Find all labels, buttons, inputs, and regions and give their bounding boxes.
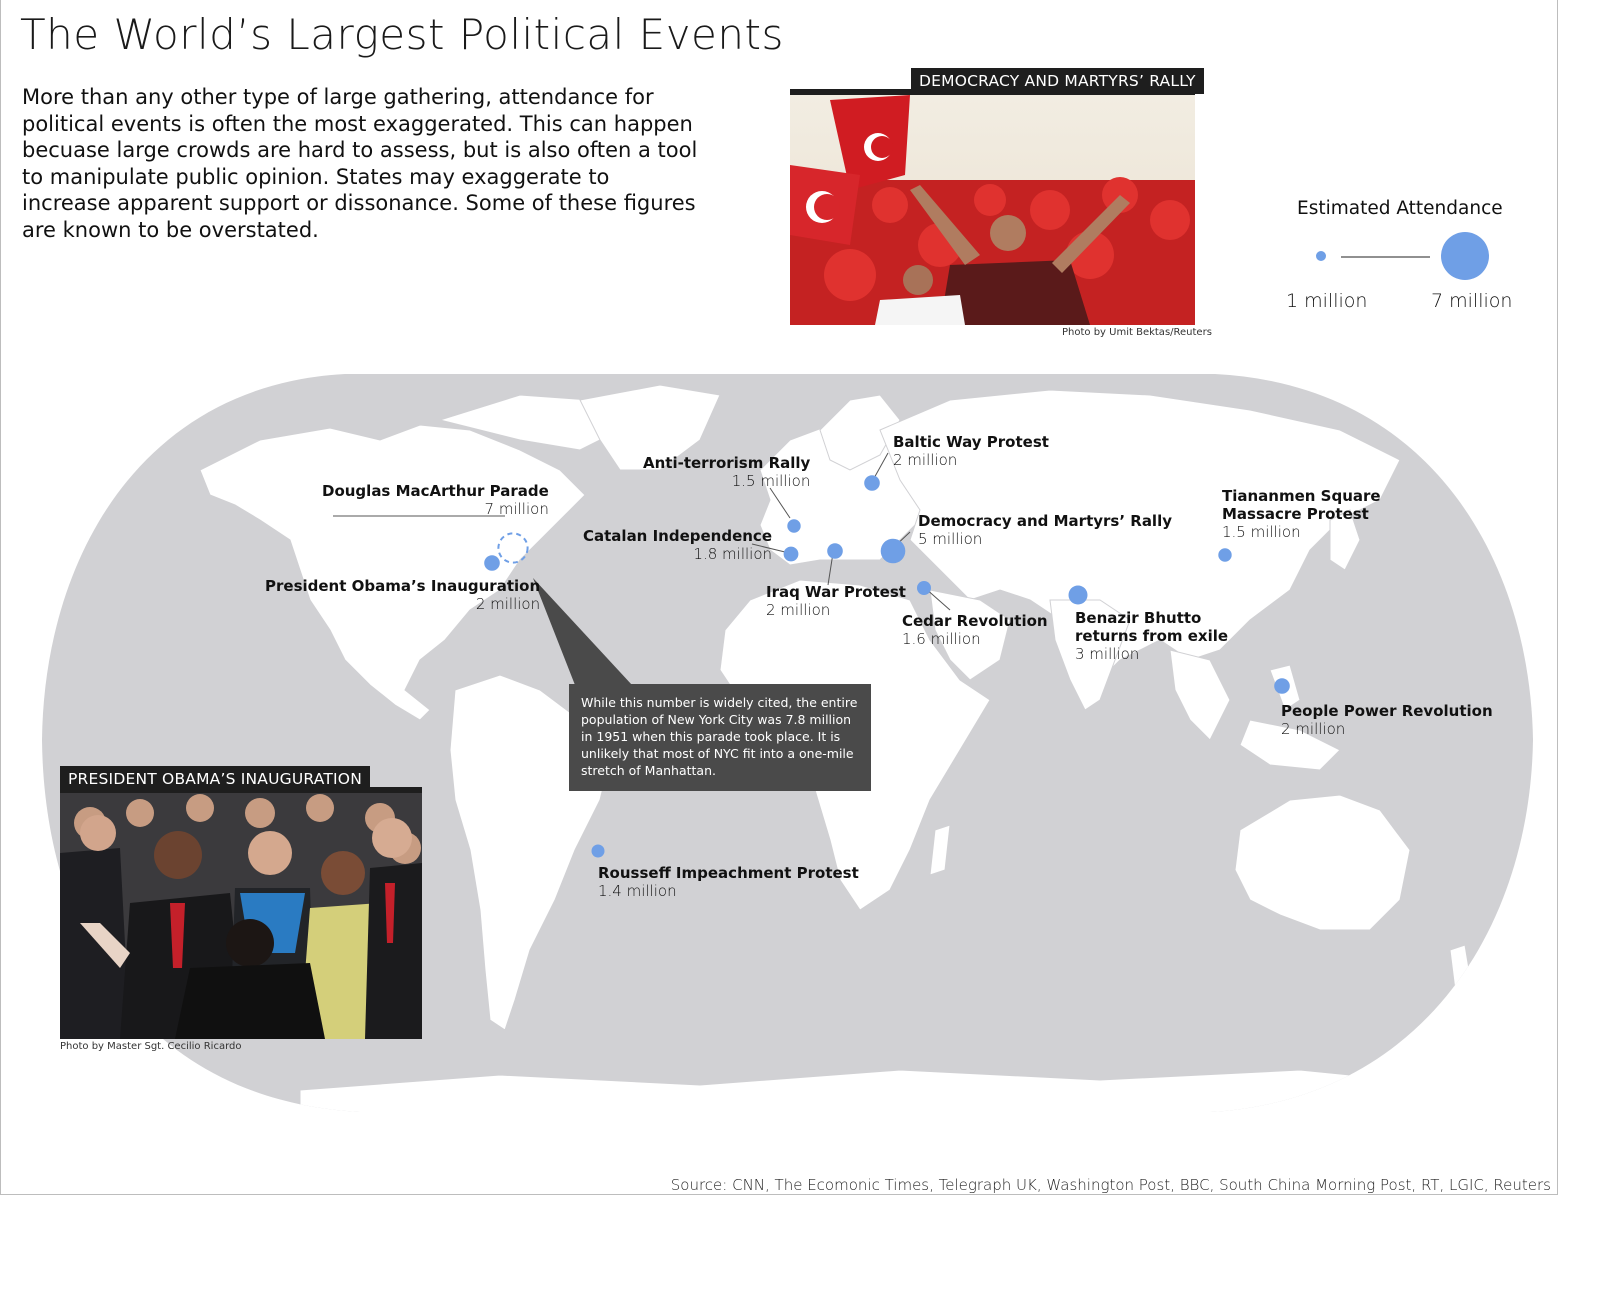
event-name: Rousseff Impeachment Protest <box>598 864 859 882</box>
event-value: 2 million <box>893 451 958 469</box>
north-america-land <box>199 424 586 721</box>
event-value: 1.5 million <box>731 472 811 490</box>
event-label-democracy: Democracy and Martyrs’ Rally 5 million <box>918 512 1172 548</box>
bubble-bhutto <box>1068 585 1088 605</box>
event-label-iraq: Iraq War Protest 2 million <box>766 583 906 619</box>
macarthur-note: While this number is widely cited, the e… <box>569 684 871 791</box>
event-name: Cedar Revolution <box>902 612 1048 630</box>
greenland-land <box>579 384 721 471</box>
bubble-obama <box>484 555 500 571</box>
antarctica-land <box>299 1069 1451 1112</box>
event-name-line-1: Benazir Bhutto <box>1075 609 1202 627</box>
photo-credit-rally: Photo by Umit Bektas/Reuters <box>1062 327 1212 338</box>
event-label-baltic: Baltic Way Protest 2 million <box>893 433 1049 469</box>
photo-label-inauguration: PRESIDENT OBAMA’S INAUGURATION <box>60 766 370 792</box>
event-value: 3 million <box>1075 645 1140 663</box>
bubble-rousseff <box>591 844 605 858</box>
event-label-tiananmen: Tiananmen Square Massacre Protest 1.5 mi… <box>1222 487 1381 541</box>
event-value: 1.8 million <box>693 545 773 563</box>
event-value: 5 million <box>918 530 983 548</box>
legend-bubble-max <box>1441 232 1489 280</box>
photo-credit-inauguration: Photo by Master Sgt. Cecilio Ricardo <box>60 1041 242 1052</box>
event-label-people-power: People Power Revolution 2 million <box>1281 702 1493 738</box>
event-value: 1.5 million <box>1222 523 1301 541</box>
event-name-line-2: returns from exile <box>1075 627 1229 645</box>
legend-bubble-min <box>1316 251 1326 261</box>
event-name: People Power Revolution <box>1281 702 1493 720</box>
bubble-anti-terrorism <box>787 519 801 533</box>
event-name: Catalan Independence <box>583 527 773 545</box>
source-note: Source: CNN, The Ecomonic Times, Telegra… <box>670 1176 1551 1194</box>
event-name-line-2: Massacre Protest <box>1222 505 1369 523</box>
bubble-macarthur <box>497 532 529 564</box>
event-value: 2 million <box>475 595 541 613</box>
legend-bubbles <box>1316 232 1489 280</box>
photo-bar-inauguration <box>60 787 422 793</box>
bubble-democracy <box>880 538 906 564</box>
legend-max-label: 7 million <box>1431 290 1513 312</box>
legend-min-label: 1 million <box>1286 290 1368 312</box>
event-name: Baltic Way Protest <box>893 433 1049 451</box>
event-value: 7 million <box>484 500 549 518</box>
legend-title: Estimated Attendance <box>1297 198 1503 219</box>
asia-land <box>879 389 1401 681</box>
continents <box>199 384 1471 1112</box>
bubble-people-power <box>1274 678 1290 694</box>
rally-photo <box>790 95 1195 325</box>
event-label-macarthur: Douglas MacArthur Parade 7 million <box>322 482 549 518</box>
leader-lines <box>333 452 951 611</box>
event-label-obama: President Obama’s Inauguration 2 million <box>265 577 540 613</box>
event-value: 2 million <box>766 601 831 619</box>
event-name: Douglas MacArthur Parade <box>322 482 549 500</box>
bubble-tiananmen <box>1218 548 1232 562</box>
event-label-cedar: Cedar Revolution 1.6 million <box>902 612 1048 648</box>
event-name: President Obama’s Inauguration <box>265 577 541 595</box>
event-label-bhutto: Benazir Bhutto returns from exile 3 mill… <box>1075 609 1228 663</box>
bubble-iraq <box>827 543 843 559</box>
australia-land <box>1234 794 1411 931</box>
inauguration-photo <box>60 793 422 1039</box>
event-name: Iraq War Protest <box>766 583 906 601</box>
page-title: The World’s Largest Political Events <box>20 10 784 59</box>
callout-pointer <box>533 578 632 685</box>
event-name-line-1: Tiananmen Square <box>1222 487 1381 505</box>
photo-bar-rally <box>790 89 1195 95</box>
event-label-catalan: Catalan Independence 1.8 million <box>583 527 772 563</box>
event-name: Democracy and Martyrs’ Rally <box>918 512 1172 530</box>
infographic-frame <box>0 0 1558 1195</box>
bubble-catalan <box>783 546 799 562</box>
event-value: 2 million <box>1281 720 1346 738</box>
event-value: 1.4 million <box>598 882 677 900</box>
event-label-rousseff: Rousseff Impeachment Protest 1.4 million <box>598 864 859 900</box>
event-label-anti-terrorism: Anti-terrorism Rally 1.5 million <box>643 454 810 490</box>
intro-text: More than any other type of large gather… <box>22 85 698 242</box>
event-name: Anti-terrorism Rally <box>643 454 811 472</box>
bubble-baltic <box>864 475 880 491</box>
bubble-cedar <box>917 581 931 595</box>
event-value: 1.6 million <box>902 630 981 648</box>
event-bubbles <box>484 475 1290 858</box>
